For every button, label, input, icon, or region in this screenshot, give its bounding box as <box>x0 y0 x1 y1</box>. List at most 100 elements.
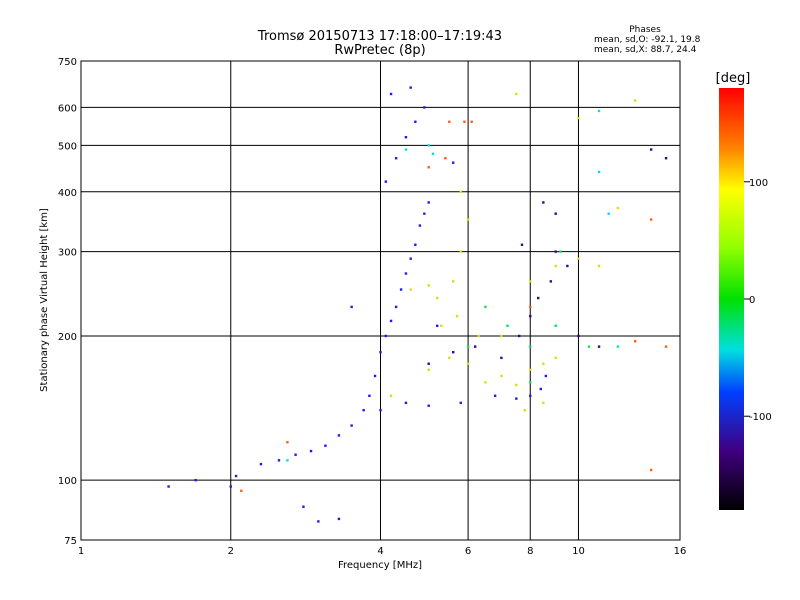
x-tick-label: 6 <box>465 546 471 557</box>
data-point <box>448 356 451 360</box>
data-point <box>537 296 540 300</box>
data-point <box>542 362 545 365</box>
colorbar-label: [deg] <box>716 71 751 86</box>
data-point <box>404 401 408 405</box>
data-point <box>554 264 557 268</box>
data-point <box>616 345 620 348</box>
data-point <box>466 218 470 221</box>
data-point <box>459 190 462 193</box>
grid-lines <box>81 61 680 540</box>
data-point <box>286 459 289 462</box>
data-point <box>404 272 408 275</box>
data-point <box>649 218 653 221</box>
data-point <box>423 212 426 215</box>
data-point <box>577 334 580 338</box>
data-point <box>597 264 601 268</box>
x-tick-label: 1 <box>78 546 84 557</box>
data-point <box>379 350 382 354</box>
data-point <box>554 356 557 360</box>
data-point <box>529 314 532 318</box>
chart-subtitle: RwPretec (8p) <box>334 43 425 58</box>
data-point <box>577 257 580 260</box>
y-tick-label: 500 <box>58 141 77 152</box>
data-point <box>286 441 289 444</box>
data-point <box>277 459 281 462</box>
data-point <box>451 350 455 354</box>
data-point <box>394 305 398 309</box>
data-point <box>451 280 455 283</box>
data-point <box>373 374 377 378</box>
data-point <box>539 387 542 391</box>
data-point <box>459 250 462 253</box>
data-point <box>477 334 480 338</box>
data-point <box>466 345 470 348</box>
colorbar-tick-label: 100 <box>749 178 768 189</box>
data-point <box>500 356 503 360</box>
data-point <box>404 148 408 151</box>
data-point <box>566 264 569 268</box>
x-tick-label: 8 <box>527 546 533 557</box>
data-point <box>317 520 320 523</box>
data-point <box>664 157 668 160</box>
data-point <box>473 345 477 348</box>
data-point <box>500 334 503 338</box>
data-point <box>451 161 455 164</box>
data-point <box>229 485 232 488</box>
data-point <box>649 468 653 472</box>
data-point <box>597 170 601 174</box>
data-point <box>597 345 601 348</box>
data-point <box>414 243 417 246</box>
y-axis-label: Stationary phase Virtual Height [km] <box>39 208 50 392</box>
data-point <box>616 206 620 210</box>
data-point <box>633 99 637 102</box>
data-point <box>337 434 341 437</box>
data-point <box>368 394 371 398</box>
data-point <box>384 180 388 183</box>
data-point <box>529 394 532 398</box>
data-point <box>427 144 430 147</box>
data-point <box>389 394 393 398</box>
data-point <box>529 305 532 309</box>
data-point <box>455 314 459 318</box>
phases-line-x: mean, sd,X: 88.7, 24.4 <box>594 45 697 55</box>
data-point <box>559 250 562 253</box>
data-point <box>167 485 170 488</box>
y-tick-label: 300 <box>58 248 77 259</box>
data-point <box>404 135 408 139</box>
data-point <box>649 148 653 151</box>
data-point <box>542 401 545 405</box>
data-point <box>470 120 473 123</box>
colorbar-ticks: 100 0 -100 <box>744 178 772 423</box>
colorbar-tick-label: -100 <box>749 412 772 423</box>
data-point <box>309 449 313 453</box>
data-point <box>515 397 518 400</box>
data-point <box>394 157 398 160</box>
data-point <box>418 224 422 227</box>
x-tick-label: 4 <box>377 546 383 557</box>
data-point <box>414 120 417 123</box>
data-point <box>409 288 412 291</box>
data-point <box>389 92 393 96</box>
phases-heading: Phases <box>629 25 661 35</box>
data-point <box>435 296 439 300</box>
data-point <box>484 381 487 384</box>
data-point <box>484 305 487 309</box>
data-point <box>607 212 610 215</box>
y-tick-label: 600 <box>58 103 77 114</box>
data-point <box>259 462 263 466</box>
data-point <box>389 319 393 323</box>
y-tick-label: 400 <box>58 188 77 199</box>
data-point <box>554 324 557 328</box>
data-point <box>240 489 243 493</box>
data-point <box>466 362 470 365</box>
data-point <box>379 408 382 412</box>
data-point <box>542 201 545 204</box>
y-tick-label: 200 <box>58 332 77 343</box>
data-point <box>440 324 443 328</box>
data-point <box>577 116 580 120</box>
colorbar <box>719 88 744 510</box>
data-point <box>633 340 637 343</box>
data-point <box>427 362 430 365</box>
x-tick-labels: 1 2 4 6 8 10 16 <box>78 546 687 557</box>
